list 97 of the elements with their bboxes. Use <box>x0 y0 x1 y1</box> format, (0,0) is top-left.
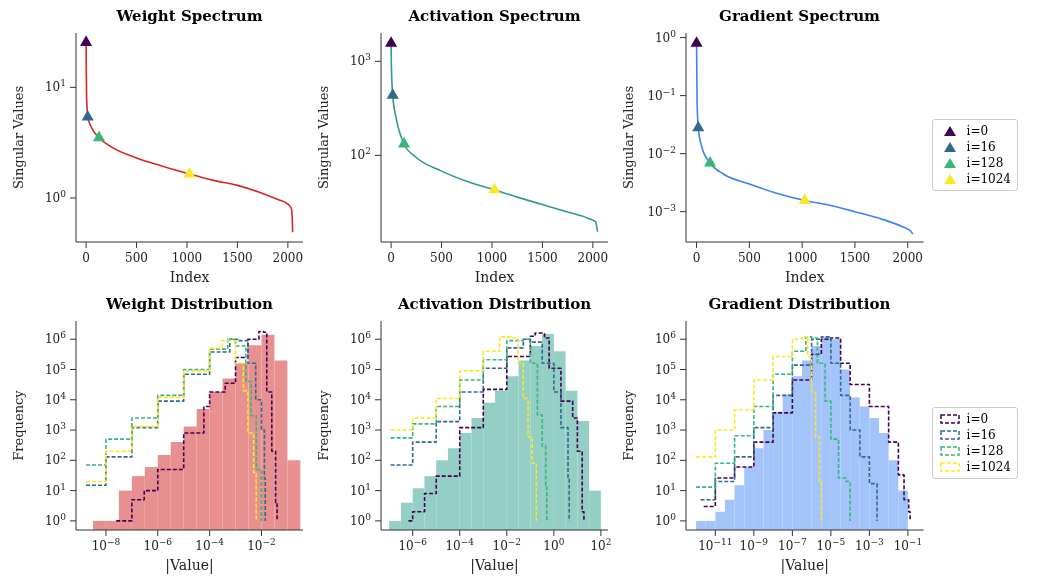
y-tick-label: 10$^{0}$ <box>349 511 372 528</box>
point <box>183 166 196 178</box>
legend-label: i=1024 <box>966 460 1011 474</box>
x-tick-label: 10$^{−11}$ <box>698 537 733 553</box>
x-tick-label: 500 <box>430 251 453 265</box>
y-tick-label: 10$^{5}$ <box>654 360 677 377</box>
x-tick-label: 1000 <box>171 251 203 265</box>
x-axis-title: Index <box>474 269 515 285</box>
y-tick-label: 10$^{−2}$ <box>647 144 676 161</box>
x-tick-label: 1500 <box>222 251 253 265</box>
y-tick-label: 10$^{0}$ <box>44 511 67 528</box>
legend-label: i=128 <box>966 156 1004 170</box>
y-tick-label: 10$^{6}$ <box>349 330 372 347</box>
x-tick-label: 0 <box>387 251 395 265</box>
y-axis-title: Frequency <box>10 389 26 461</box>
x-tick-label: 10$^{−9}$ <box>739 537 769 553</box>
legend-label: i=128 <box>966 444 1004 458</box>
point <box>703 155 717 167</box>
x-tick-label: 500 <box>737 251 761 265</box>
x-tick-label: 2000 <box>892 251 923 265</box>
x-tick-label: 10$^{−1}$ <box>893 537 923 553</box>
chart-title: Activation Spectrum <box>407 7 582 25</box>
point <box>92 130 106 142</box>
x-tick-label: 10$^{−2}$ <box>492 537 522 553</box>
y-tick-label: 10$^{4}$ <box>349 390 372 407</box>
x-tick-label: 500 <box>125 251 148 265</box>
y-axis-title: Singular Values <box>315 85 331 190</box>
x-tick-label: 10$^{2}$ <box>590 537 612 553</box>
y-tick-label: 10$^{1}$ <box>654 481 676 498</box>
y-tick-label: 10$^{3}$ <box>349 421 372 438</box>
y-tick-label: 10$^{−1}$ <box>647 86 676 103</box>
point <box>690 36 703 47</box>
chart-title: Gradient Distribution <box>707 295 892 313</box>
y-tick-label: 10$^{4}$ <box>654 390 677 407</box>
y-tick-label: 10$^{3}$ <box>654 421 677 438</box>
x-tick-label: 10$^{−2}$ <box>247 537 276 553</box>
y-tick-label: 10$^{2}$ <box>44 451 66 468</box>
x-tick-label: 0 <box>82 251 90 265</box>
point <box>80 35 93 46</box>
y-tick-label: 10$^{0}$ <box>654 511 677 528</box>
y-tick-label: 10$^{0}$ <box>44 188 67 205</box>
point <box>386 88 399 99</box>
legend-label: i=0 <box>966 412 989 426</box>
x-tick-label: 1000 <box>786 251 818 265</box>
chart-title: Gradient Spectrum <box>718 7 881 25</box>
x-tick-label: 10$^{−4}$ <box>445 537 475 553</box>
x-tick-label: 0 <box>692 251 701 265</box>
chart-title: Weight Distribution <box>105 295 274 313</box>
point <box>385 36 398 47</box>
y-tick-label: 10$^{3}$ <box>349 52 372 69</box>
point <box>81 109 94 121</box>
legend-label: i=16 <box>966 140 996 154</box>
x-tick-label: 10$^{−3}$ <box>855 537 884 553</box>
y-tick-label: 10$^{0}$ <box>654 28 677 45</box>
chart-title: Weight Spectrum <box>115 7 264 25</box>
y-tick-label: 10$^{5}$ <box>349 360 372 377</box>
y-axis-title: Singular Values <box>620 85 636 190</box>
x-axis-title: Index <box>169 269 210 285</box>
x-tick-label: 1000 <box>476 251 508 265</box>
y-tick-label: 10$^{1}$ <box>349 481 371 498</box>
y-tick-label: 10$^{2}$ <box>349 146 371 163</box>
x-tick-label: 10$^{−4}$ <box>195 537 225 553</box>
x-axis-title: |Value| <box>470 557 519 574</box>
y-tick-label: 10$^{1}$ <box>44 78 66 95</box>
y-axis-title: Frequency <box>315 389 331 461</box>
point <box>798 193 811 204</box>
x-tick-label: 2000 <box>272 251 304 265</box>
x-tick-label: 10$^{−6}$ <box>143 537 173 553</box>
legend-label: i=0 <box>966 124 989 138</box>
x-tick-label: 1500 <box>839 251 871 265</box>
point <box>488 182 501 194</box>
legend-label: i=1024 <box>966 172 1011 186</box>
y-tick-label: 10$^{2}$ <box>349 451 371 468</box>
x-tick-label: 10$^{−5}$ <box>816 537 846 553</box>
y-tick-label: 10$^{5}$ <box>44 360 67 377</box>
y-tick-label: 10$^{4}$ <box>44 390 67 407</box>
x-axis-title: |Value| <box>780 557 829 574</box>
legend-label: i=16 <box>966 428 996 442</box>
y-tick-label: 10$^{2}$ <box>654 451 676 468</box>
y-axis-title: Frequency <box>620 389 636 461</box>
x-tick-label: 10$^{0}$ <box>543 537 565 553</box>
y-tick-label: 10$^{6}$ <box>44 330 67 347</box>
chart-title: Activation Distribution <box>396 295 593 313</box>
y-tick-label: 10$^{−3}$ <box>647 202 677 219</box>
x-tick-label: 1500 <box>527 251 558 265</box>
x-tick-label: 2000 <box>577 251 609 265</box>
y-axis-title: Singular Values <box>10 85 26 190</box>
x-tick-label: 10$^{−6}$ <box>398 537 428 553</box>
y-tick-label: 10$^{3}$ <box>44 421 67 438</box>
y-tick-label: 10$^{6}$ <box>654 330 677 347</box>
point <box>692 120 705 132</box>
x-axis-title: |Value| <box>165 557 214 574</box>
x-axis-title: Index <box>784 269 825 285</box>
x-tick-label: 10$^{−7}$ <box>778 537 807 553</box>
x-tick-label: 10$^{−8}$ <box>91 537 121 553</box>
y-tick-label: 10$^{1}$ <box>44 481 66 498</box>
point <box>397 137 411 148</box>
